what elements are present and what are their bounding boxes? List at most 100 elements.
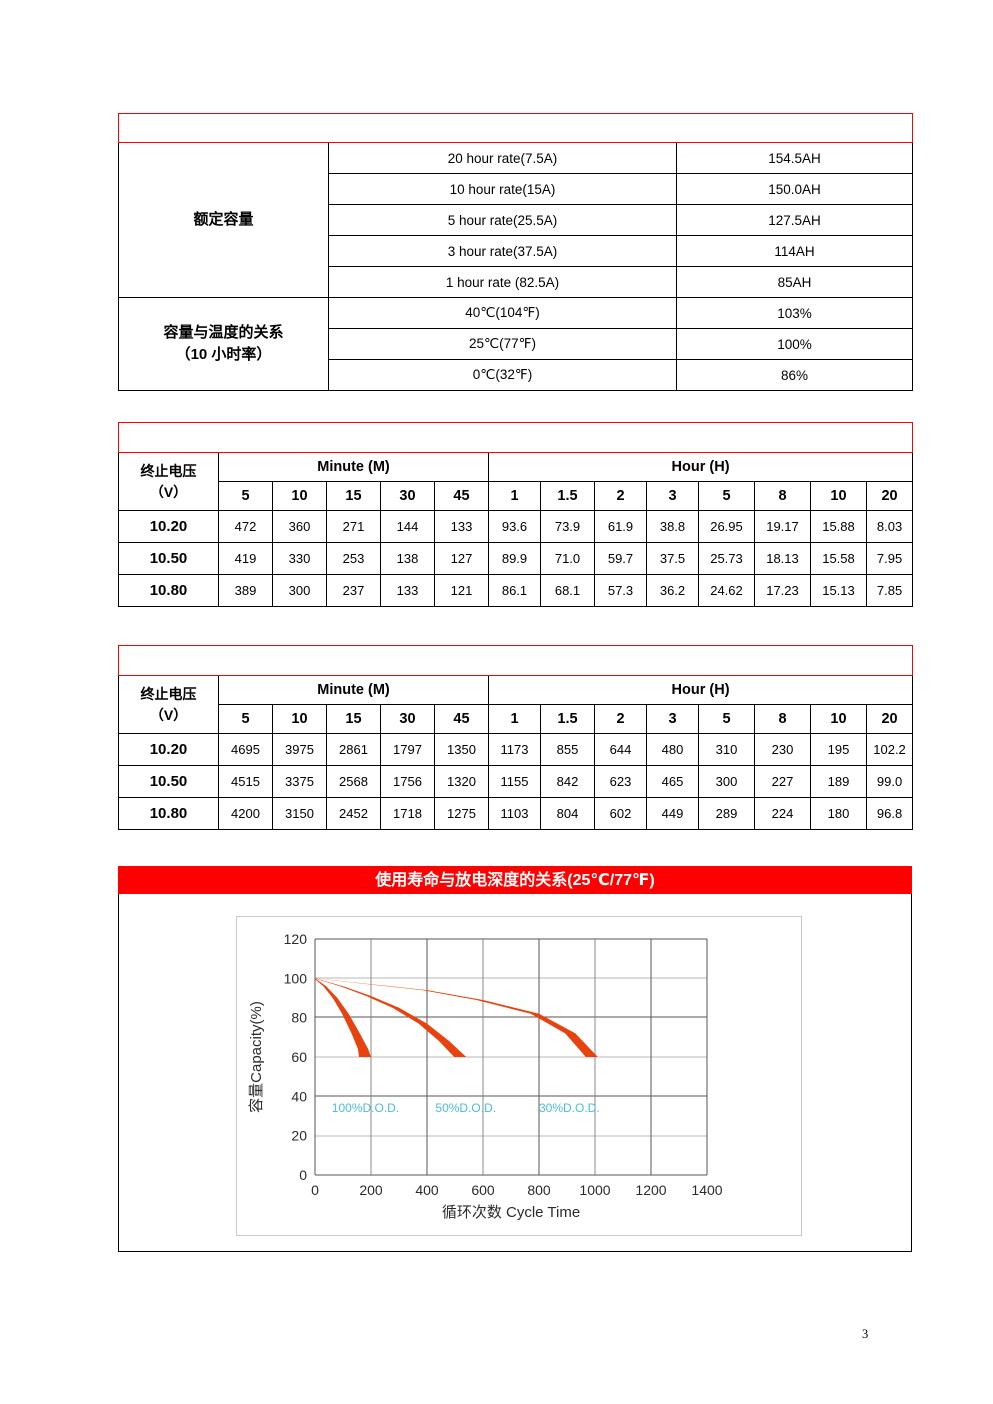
- data-cell: 623: [594, 765, 647, 798]
- constant-current-discharge-table: 恒流放电数据表( Amperes at 25℃) 终止电压 （V） Minute…: [117, 422, 914, 607]
- data-cell: 133: [380, 574, 435, 607]
- dod-curves: [314, 978, 598, 1057]
- data-cell: 2861: [326, 733, 381, 766]
- capacity-temperature-label-line1: 容量与温度的关系: [163, 324, 284, 342]
- constant-power-title: 恒功率放电数据表(Watt at 25℃): [117, 645, 914, 676]
- col-header: 10: [810, 704, 867, 734]
- cycle-life-chart-block: 使用寿命与放电深度的关系(25℃/77℉): [118, 866, 912, 1252]
- capacity-temperature-label: 容量与温度的关系 （10 小时率）: [118, 297, 329, 391]
- data-cell: 1103: [488, 797, 541, 830]
- x-tick-label: 200: [359, 1182, 383, 1198]
- condition-cell: 25℃(77℉): [328, 328, 677, 360]
- data-cell: 289: [698, 797, 755, 830]
- value-cell: 154.5AH: [675, 142, 914, 174]
- col-header: 8: [754, 481, 811, 511]
- cycle-life-chart-frame: 120 100 80 60 40 20 0 0 200 400 600: [118, 894, 912, 1252]
- col-header: 15: [326, 481, 381, 511]
- col-header: 2: [594, 481, 647, 511]
- condition-cell: 40℃(104℉): [328, 297, 677, 329]
- data-cell: 300: [272, 574, 327, 607]
- rated-capacity-label: 额定容量: [118, 142, 329, 298]
- col-header: 10: [810, 481, 867, 511]
- y-tick-label: 100: [284, 970, 308, 986]
- x-tick-label: 0: [311, 1182, 319, 1198]
- data-cell: 73.9: [540, 510, 595, 543]
- data-cell: 71.0: [540, 542, 595, 575]
- data-cell: 300: [698, 765, 755, 798]
- data-cell: 7.95: [865, 542, 914, 575]
- value-cell: 127.5AH: [675, 204, 914, 236]
- data-cell: 68.1: [540, 574, 595, 607]
- value-cell: 100%: [675, 328, 914, 360]
- col-header: 1.5: [540, 481, 595, 511]
- data-cell: 1155: [488, 765, 541, 798]
- data-cell: 19.17: [754, 510, 811, 543]
- data-cell: 61.9: [594, 510, 647, 543]
- col-header: 30: [380, 481, 435, 511]
- y-tick-label: 0: [299, 1167, 307, 1183]
- data-cell: 271: [326, 510, 381, 543]
- data-cell: 2452: [326, 797, 381, 830]
- col-header: 45: [434, 704, 489, 734]
- data-cell: 472: [218, 510, 273, 543]
- table-column-header-row: 5 10 15 30 45 1 1.5 2 3 5 8 10 20: [119, 481, 914, 511]
- cutoff-voltage-header: 终止电压 （V）: [118, 452, 219, 511]
- table-row: 0℃(32℉) 86%: [119, 359, 914, 391]
- constant-power-discharge-table: 恒功率放电数据表(Watt at 25℃) 终止电压 （V） Minute (M…: [117, 645, 914, 830]
- data-cell: 644: [594, 733, 647, 766]
- battery-performance-table: 电池性能 额定容量 20 hour rate(7.5A) 154.5AH 10 …: [117, 113, 914, 391]
- x-axis-title: 循环次数 Cycle Time: [442, 1204, 580, 1221]
- minute-group-header: Minute (M): [218, 452, 489, 482]
- cycle-life-plot-container: 120 100 80 60 40 20 0 0 200 400 600: [236, 916, 802, 1236]
- data-cell: 804: [540, 797, 595, 830]
- data-cell: 2568: [326, 765, 381, 798]
- data-cell: 96.8: [865, 797, 914, 830]
- hour-group-header: Hour (H): [487, 452, 914, 482]
- table-title-row: 恒功率放电数据表(Watt at 25℃): [117, 645, 914, 676]
- data-cell: 389: [218, 574, 273, 607]
- y-tick-label: 40: [291, 1088, 307, 1104]
- y-axis-ticks: 120 100 80 60 40 20 0: [284, 931, 308, 1183]
- col-header: 5: [218, 704, 273, 734]
- col-header: 10: [272, 704, 327, 734]
- capacity-temperature-label-line2: （10 小时率）: [175, 346, 272, 363]
- data-cell: 180: [810, 797, 867, 830]
- col-header: 3: [646, 481, 699, 511]
- data-cell: 15.13: [810, 574, 867, 607]
- cycle-life-chart-title: 使用寿命与放电深度的关系(25℃/77℉): [118, 866, 912, 894]
- voltage-cell: 10.50: [118, 765, 219, 798]
- voltage-cell: 10.50: [118, 542, 219, 575]
- data-cell: 25.73: [698, 542, 755, 575]
- hour-group-header: Hour (H): [487, 675, 914, 705]
- data-cell: 8.03: [865, 510, 914, 543]
- data-cell: 17.23: [754, 574, 811, 607]
- annotation-30-dod: 30%D.O.D.: [539, 1101, 600, 1115]
- data-cell: 7.85: [865, 574, 914, 607]
- data-cell: 57.3: [594, 574, 647, 607]
- col-header: 20: [865, 481, 914, 511]
- condition-cell: 20 hour rate(7.5A): [328, 142, 677, 174]
- y-tick-label: 60: [291, 1049, 307, 1065]
- data-cell: 144: [380, 510, 435, 543]
- table-row: 容量与温度的关系 （10 小时率） 40℃(104℉) 103%: [118, 297, 914, 391]
- curve-50dod: [314, 978, 467, 1057]
- condition-cell: 1 hour rate (82.5A): [328, 266, 677, 298]
- data-cell: 93.6: [488, 510, 541, 543]
- x-tick-label: 1200: [635, 1182, 666, 1198]
- cutoff-voltage-header-line2: （V）: [149, 483, 188, 500]
- value-cell: 85AH: [675, 266, 914, 298]
- voltage-cell: 10.20: [118, 510, 219, 543]
- curve-100dod: [314, 978, 371, 1057]
- data-cell: 121: [434, 574, 489, 607]
- data-cell: 102.2: [865, 733, 914, 766]
- data-cell: 1797: [380, 733, 435, 766]
- data-cell: 842: [540, 765, 595, 798]
- data-cell: 480: [646, 733, 699, 766]
- data-cell: 449: [646, 797, 699, 830]
- x-tick-label: 600: [471, 1182, 495, 1198]
- data-cell: 59.7: [594, 542, 647, 575]
- value-cell: 86%: [675, 359, 914, 391]
- data-cell: 465: [646, 765, 699, 798]
- cutoff-voltage-header-line1: 终止电压: [140, 685, 197, 702]
- data-cell: 3375: [272, 765, 327, 798]
